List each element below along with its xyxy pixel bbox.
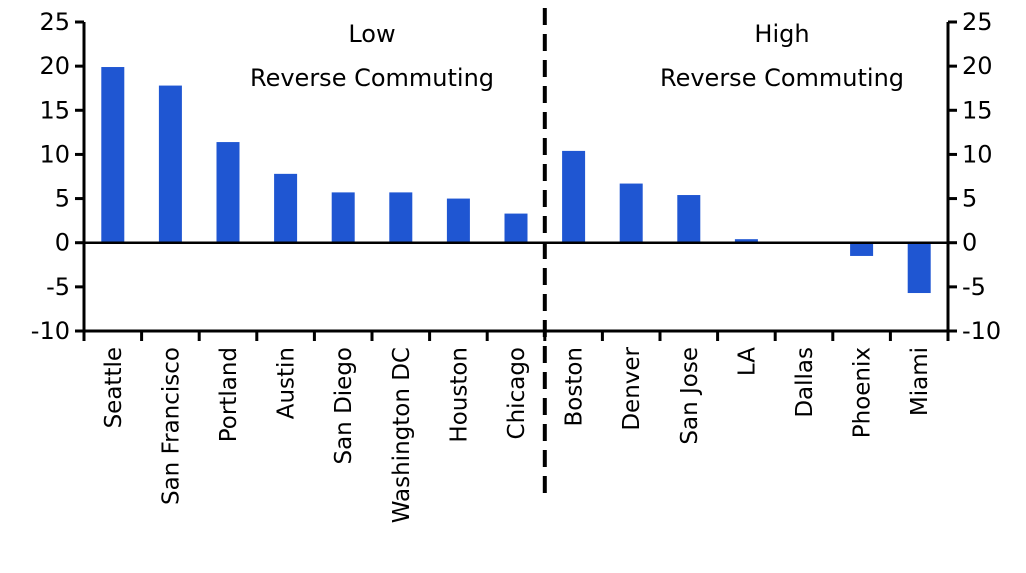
y-tick-label-left: 15 <box>39 96 70 124</box>
y-tick-label-right: 25 <box>962 8 993 36</box>
category-label: Chicago <box>504 347 530 439</box>
bar-houston <box>446 198 470 243</box>
y-tick-label-left: -10 <box>31 317 70 345</box>
category-label: Boston <box>562 347 588 427</box>
bar-san-francisco <box>158 85 182 243</box>
bar-austin <box>274 173 298 243</box>
y-tick-label-left: 20 <box>39 52 70 80</box>
category-label: Denver <box>619 346 645 430</box>
category-label: San Diego <box>331 347 357 465</box>
labels-group: -10 -10 -5 -5 0 0 5 5 10 10 15 15 20 20 25 25 Seattle San… <box>31 8 1001 523</box>
category-label: Portland <box>216 347 242 442</box>
bar-boston <box>562 150 586 243</box>
bar-san-diego <box>331 192 355 243</box>
category-label: Houston <box>446 347 472 443</box>
y-tick-label-right: 10 <box>962 140 993 168</box>
bar-la <box>734 239 758 243</box>
annotation-low-line2: Reverse Commuting <box>250 64 494 92</box>
y-tick-label-right: 20 <box>962 52 993 80</box>
y-tick-label-left: -5 <box>46 273 70 301</box>
bar-denver <box>619 183 643 243</box>
bar-seattle <box>101 67 125 243</box>
y-tick-label-right: 0 <box>962 229 977 257</box>
bar-san-jose <box>677 195 701 243</box>
bar-washington-dc <box>389 192 413 243</box>
y-tick-label-left: 5 <box>55 185 70 213</box>
annotation-high-line2: Reverse Commuting <box>660 64 904 92</box>
bar-chicago <box>504 213 528 243</box>
y-tick-label-right: 15 <box>962 96 993 124</box>
y-tick-label-left: 10 <box>39 140 70 168</box>
category-label: Washington DC <box>389 347 415 523</box>
annotation-low-line1: Low <box>348 20 395 48</box>
category-label: Dallas <box>792 347 818 418</box>
bar-miami <box>907 242 931 294</box>
y-tick-label-left: 25 <box>39 8 70 36</box>
y-tick-label-right: -10 <box>962 317 1001 345</box>
y-tick-label-right: 5 <box>962 185 977 213</box>
category-label: San Francisco <box>158 347 184 505</box>
bar-portland <box>216 142 240 243</box>
category-label: Miami <box>907 347 933 416</box>
bars-group <box>101 67 931 294</box>
category-label: Seattle <box>101 347 127 428</box>
y-tick-label-left: 0 <box>55 229 70 257</box>
bar-phoenix <box>850 242 874 256</box>
category-label: Austin <box>274 347 300 419</box>
category-label: LA <box>734 347 760 376</box>
y-tick-label-right: -5 <box>962 273 986 301</box>
category-label: San Jose <box>677 347 703 445</box>
annotation-high-line1: High <box>754 20 809 48</box>
category-label: Phoenix <box>850 347 876 438</box>
axes-group <box>75 8 957 500</box>
